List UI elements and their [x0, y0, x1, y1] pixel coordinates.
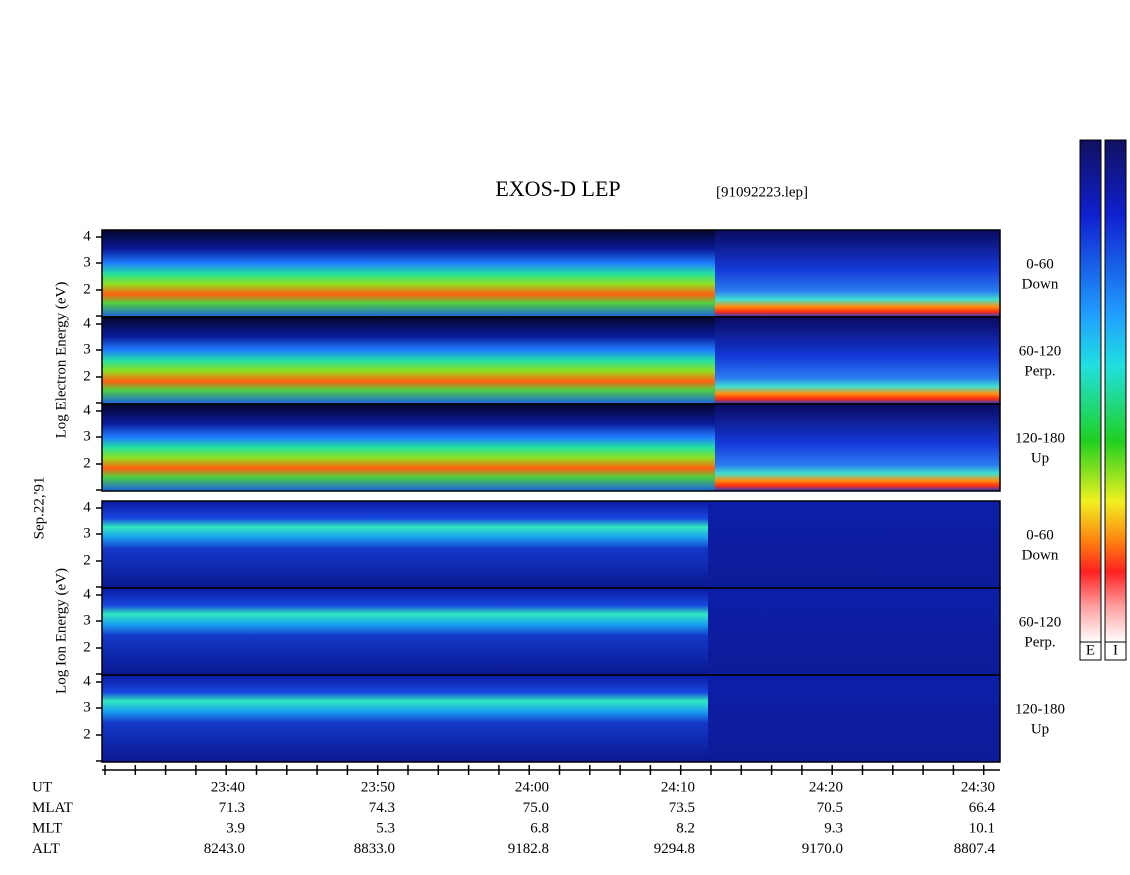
- colorbar-box: [1104, 641, 1127, 661]
- panel-label: 120-180: [1015, 430, 1065, 446]
- y-tick-label: 3: [83, 612, 91, 628]
- y-tick-label: 2: [83, 368, 91, 384]
- spectrogram: [715, 317, 1000, 404]
- spectrogram: [102, 501, 708, 588]
- colorbar-box: [1079, 641, 1102, 661]
- y-tick-label: 3: [83, 699, 91, 715]
- spectrogram: [708, 588, 1000, 675]
- panel-label: 60-120: [1019, 614, 1062, 630]
- cell: 6.8: [530, 820, 549, 836]
- file-name: [91092223.lep]: [716, 184, 808, 200]
- cell: 5.3: [376, 820, 395, 836]
- y-tick-label: 2: [83, 726, 91, 742]
- panel-label: Perp.: [1024, 634, 1055, 650]
- y-tick-label: 2: [83, 639, 91, 655]
- title: EXOS-D LEP: [495, 176, 620, 201]
- row-label: UT: [32, 779, 52, 795]
- spectrogram: [715, 404, 1000, 491]
- panel-label: 120-180: [1015, 701, 1065, 717]
- y-tick-label: 3: [83, 428, 91, 444]
- colorbar-label: I: [1113, 642, 1118, 658]
- row-label: MLT: [32, 820, 62, 836]
- axis-label: Log Electron Energy (eV): [53, 282, 69, 439]
- cell: 8833.0: [354, 841, 395, 857]
- y-tick-label: 3: [83, 254, 91, 270]
- y-tick-label: 2: [83, 281, 91, 297]
- y-tick-label: 4: [83, 673, 91, 689]
- cell: 8243.0: [204, 841, 245, 857]
- panel-label: Up: [1031, 450, 1049, 466]
- cell: 24:30: [961, 779, 995, 795]
- y-tick-label: 4: [83, 499, 91, 515]
- cell: 9.3: [824, 820, 843, 836]
- date: Sep.22,'91: [31, 477, 47, 540]
- row-label: ALT: [32, 841, 60, 857]
- cell: 66.4: [969, 800, 996, 816]
- cell: 23:50: [361, 779, 395, 795]
- y-tick-label: 2: [83, 552, 91, 568]
- cell: 9182.8: [508, 841, 549, 857]
- cell: 3.9: [226, 820, 245, 836]
- spectrogram: [102, 230, 715, 317]
- panel-frame: [101, 403, 1001, 492]
- axis-label: Log Ion Energy (eV): [53, 568, 69, 694]
- cell: 75.0: [523, 800, 549, 816]
- time-axis: UT 23:40 23:50 24:00 24:10 24:20 24:30 MLAT 71.3…: [32, 765, 1000, 857]
- spectrogram: [715, 230, 1000, 317]
- y-tick-label: 3: [83, 341, 91, 357]
- cell: 8807.4: [954, 841, 996, 857]
- panel-label: 0-60: [1026, 527, 1054, 543]
- cell: 24:20: [809, 779, 843, 795]
- y-tick-label: 4: [83, 402, 91, 418]
- cell: 24:00: [515, 779, 549, 795]
- cell: 8.2: [676, 820, 695, 836]
- panel-label: Up: [1031, 721, 1049, 737]
- y-tick-label: 4: [83, 228, 91, 244]
- y-tick-label: 4: [83, 315, 91, 331]
- spectrogram: [102, 588, 708, 675]
- spectrogram: [102, 675, 708, 762]
- y-tick-label: 2: [83, 455, 91, 471]
- panel-frame: [101, 674, 1001, 763]
- colorbar: [1104, 139, 1127, 643]
- spectrogram: [102, 404, 715, 491]
- panel-label: Perp.: [1024, 363, 1055, 379]
- colorbar: [1079, 139, 1102, 643]
- panel-label: 60-120: [1019, 343, 1062, 359]
- cell: 9170.0: [802, 841, 843, 857]
- cell: 70.5: [817, 800, 843, 816]
- panel-label: Down: [1022, 547, 1059, 563]
- cell: 71.3: [219, 800, 245, 816]
- panel-label: 0-60: [1026, 256, 1054, 272]
- row-label: MLAT: [32, 800, 73, 816]
- cell: 74.3: [369, 800, 395, 816]
- colorbar-label: E: [1086, 642, 1095, 658]
- cell: 24:10: [661, 779, 695, 795]
- spectrograms: Log Electron Energy (eV) 2 3 4 0-60 Down 2 3 4 60…: [53, 228, 1065, 763]
- cell: 10.1: [969, 820, 995, 836]
- panel-label: Down: [1022, 276, 1059, 292]
- spectrogram: [708, 675, 1000, 762]
- y-tick-label: 3: [83, 525, 91, 541]
- spectrogram: [708, 501, 1000, 588]
- spectrogram: [102, 317, 715, 404]
- y-tick-label: 4: [83, 586, 91, 602]
- cell: 9294.8: [654, 841, 695, 857]
- cell: 23:40: [211, 779, 245, 795]
- cell: 73.5: [669, 800, 695, 816]
